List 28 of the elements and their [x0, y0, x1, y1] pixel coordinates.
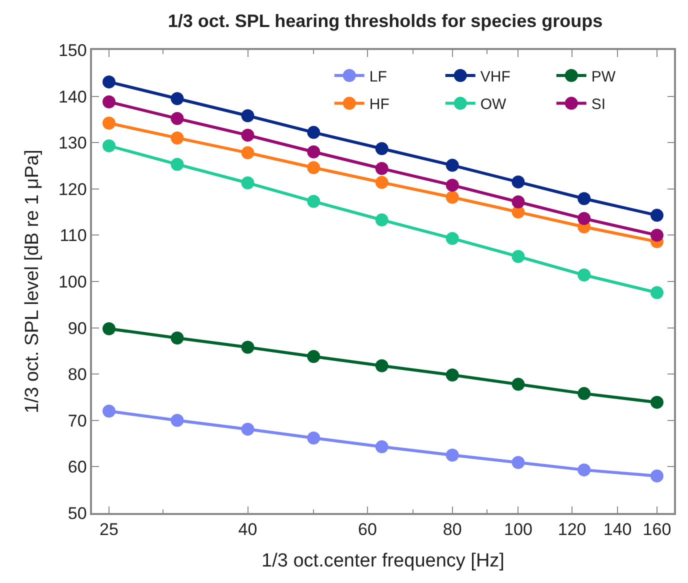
y-tick-label: 80 [68, 365, 87, 384]
x-tick-label: 25 [100, 520, 118, 540]
y-tick-label: 90 [68, 318, 87, 338]
legend-label: PW [591, 68, 616, 86]
y-tick-label: 50 [68, 504, 87, 523]
y-tick-label: 150 [58, 40, 87, 60]
legend-label: LF [369, 68, 387, 86]
y-tick-label: 110 [60, 226, 87, 246]
y-tick-label: 140 [58, 87, 87, 106]
y-axis-title: 1/3 oct. SPL level [dB re 1 μPa] [22, 150, 43, 414]
legend-label: OW [480, 96, 508, 114]
y-tick-label: 70 [68, 411, 87, 430]
chart-title: 1/3 oct. SPL hearing thresholds for species groups [168, 11, 603, 32]
x-tick-label: 60 [358, 520, 377, 540]
y-tick-label: 100 [58, 272, 87, 292]
y-tick-label: 60 [68, 458, 87, 477]
legend-label: SI [591, 96, 606, 114]
x-tick-label: 40 [238, 520, 258, 540]
x-tick-label: 140 [603, 520, 632, 540]
legend-label: VHF [480, 68, 510, 86]
y-tick-label: 120 [58, 180, 87, 199]
x-tick-label: 120 [558, 520, 586, 540]
x-tick-label: 160 [642, 520, 672, 540]
legend-label: HF [369, 96, 390, 114]
x-tick-label: 100 [504, 520, 532, 540]
y-tick-label: 130 [58, 134, 87, 153]
x-tick-label: 80 [442, 520, 462, 540]
x-axis-title: 1/3 oct.center frequency [Hz] [262, 550, 504, 572]
